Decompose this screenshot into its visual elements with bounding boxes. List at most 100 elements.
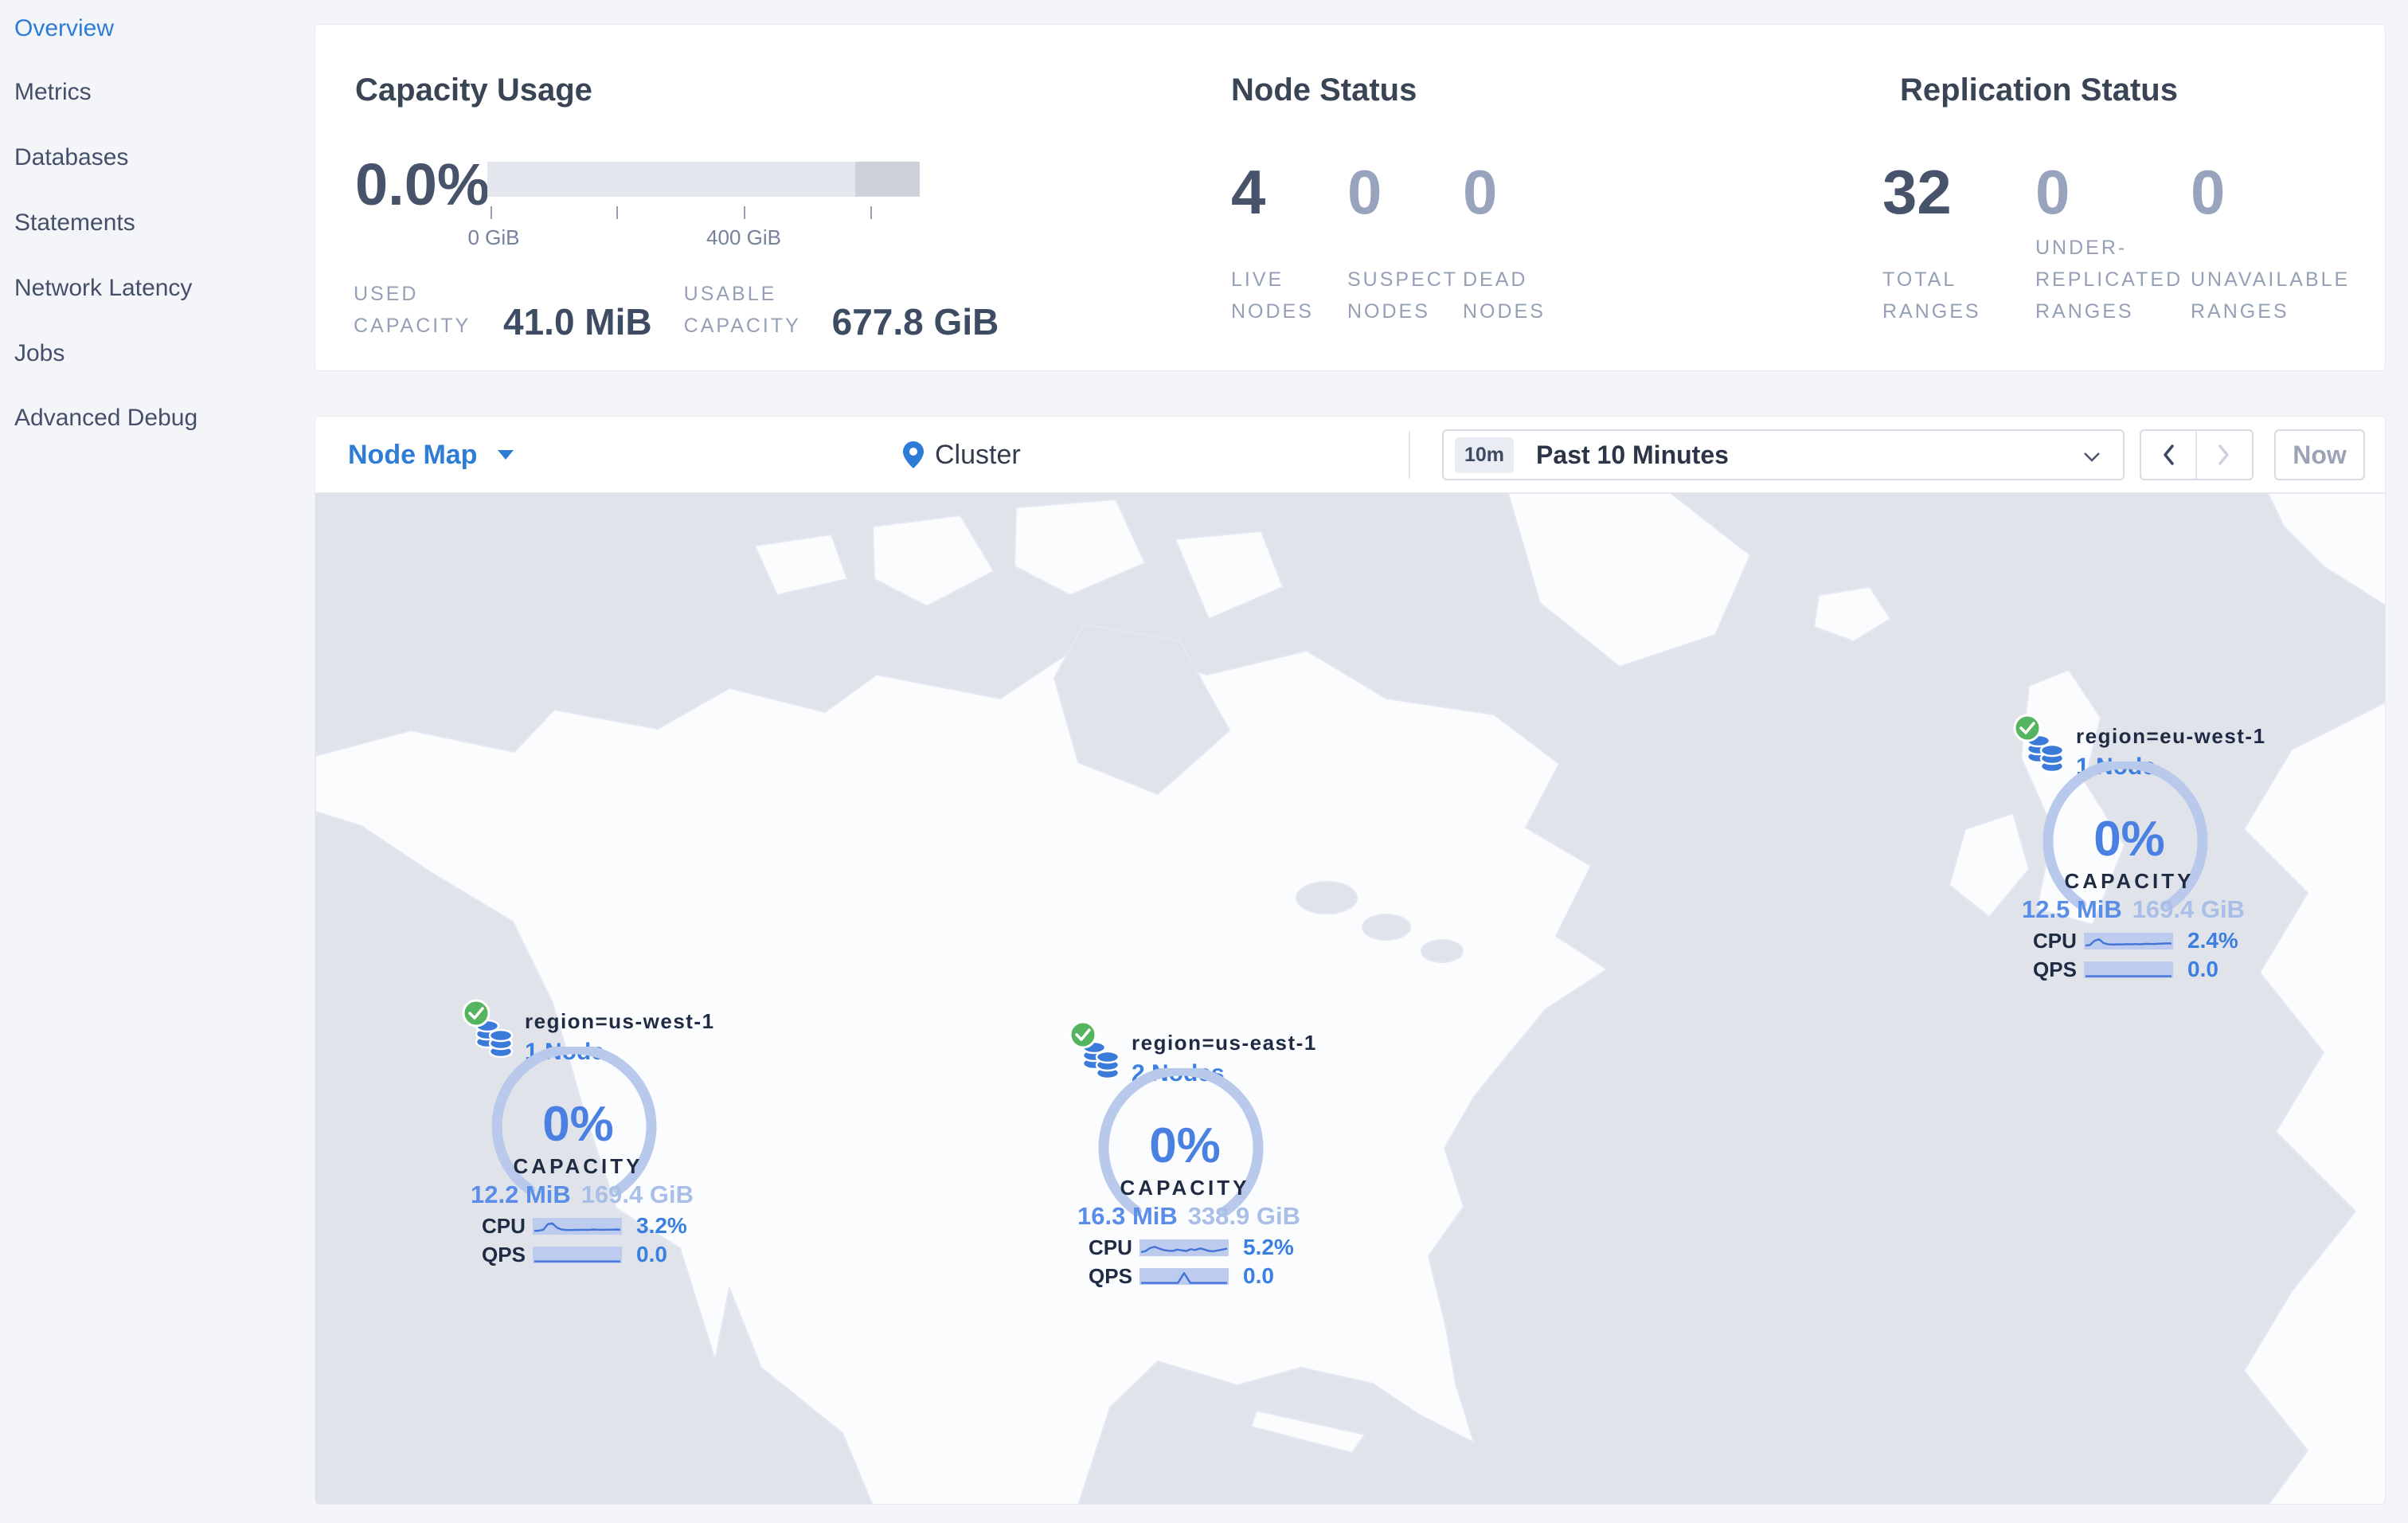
map-pin-icon [903,441,924,468]
chevron-down-icon [2084,452,2100,462]
gauge-percent: 0% [1149,1118,1221,1173]
usable-capacity-value: 677.8 GiB [831,301,999,343]
sidebar-nav: Overview Metrics Databases Statements Ne… [0,0,315,1523]
live-check-icon [1069,1020,1097,1049]
cpu-sparkline [533,1217,622,1235]
unavailable-ranges-label: UNAVAILABLE RANGES [2191,268,2351,323]
gauge-arc [491,1047,657,1206]
sidebar-item-network-latency[interactable]: Network Latency [14,275,193,301]
cpu-metric-row: CPU 2.4% [2014,928,2245,953]
qps-sparkline [1140,1267,1229,1285]
axis-tick-label: 0 GiB [467,225,520,249]
under-replicated-ranges-stat: 0 UNDER-REPLICATED RANGES [2035,157,2183,327]
capacity-bar-segment [855,162,920,197]
qps-value: 0.0 [636,1242,667,1267]
map-node-eu-west-1[interactable]: region=eu-west-1 1 Node 0% CAPACITY 12.5… [2013,714,2265,981]
time-range-label: Past 10 Minutes [1536,440,1729,469]
gauge-capacity-label: CAPACITY [513,1154,643,1178]
live-nodes-value: 4 [1231,157,1266,227]
under-replicated-ranges-value: 0 [2035,157,2070,227]
chevron-left-icon [2164,444,2174,465]
node-group-icon [2013,714,2065,775]
total-ranges-stat: 32 TOTAL RANGES [1882,159,2018,327]
dead-nodes-label: DEAD NODES [1463,268,1546,323]
view-mode-label: Node Map [348,439,478,470]
under-replicated-ranges-label: UNDER-REPLICATED RANGES [2035,237,2183,323]
qps-sparkline [533,1246,622,1263]
capacity-gauge: 0% CAPACITY 12.2 MiB 169.4 GiB [463,1047,694,1208]
node-group-icon [1069,1020,1120,1082]
suspect-nodes-label: SUSPECT NODES [1347,268,1458,323]
node-total-capacity: 169.4 GiB [580,1180,694,1208]
cpu-label: CPU [482,1213,526,1238]
now-button[interactable]: Now [2274,429,2365,480]
time-step-forward-button[interactable] [2197,431,2253,479]
cpu-value: 3.2% [636,1213,687,1238]
capacity-stats: USED CAPACITY 41.0 MiB USABLE CAPACITY 6… [354,278,999,343]
axis-tick [616,206,618,219]
toolbar-divider [1409,431,1410,479]
map-toolbar: Node Map Cluster 10m Past 10 Minutes [315,417,2385,493]
cpu-sparkline [2084,932,2173,949]
capacity-bar-chart: 0 GiB 400 GiB [467,162,920,257]
cpu-value: 5.2% [1243,1235,1294,1259]
time-step-back-button[interactable] [2141,431,2197,479]
view-mode-dropdown[interactable]: Node Map [348,417,514,493]
breadcrumb: Cluster [903,417,1021,493]
node-used-capacity: 16.3 MiB [1077,1202,1178,1230]
world-map [315,492,2385,1504]
unavailable-ranges-value: 0 [2191,157,2226,227]
node-used-capacity: 12.2 MiB [471,1180,571,1208]
usable-capacity-label: USABLE CAPACITY [683,283,801,337]
node-total-capacity: 338.9 GiB [1187,1202,1300,1230]
node-status-title: Node Status [1231,72,1417,108]
time-range-dropdown[interactable]: 10m Past 10 Minutes [1442,429,2125,480]
breadcrumb-cluster-label[interactable]: Cluster [935,439,1021,470]
cluster-summary-panel: Capacity Usage 0.0% 0 GiB 400 GiB USED C… [315,24,2386,371]
qps-value: 0.0 [1243,1263,1274,1288]
node-total-capacity: 169.4 GiB [2132,895,2245,923]
sidebar-item-advanced-debug[interactable]: Advanced Debug [14,405,198,431]
live-check-icon [462,999,491,1028]
qps-label: QPS [1089,1263,1132,1288]
qps-sparkline [2084,961,2173,978]
sidebar-item-jobs[interactable]: Jobs [14,340,65,366]
qps-metric-row: QPS 0.0 [463,1242,694,1267]
capacity-bar [487,162,920,197]
sidebar-item-databases[interactable]: Databases [14,144,129,170]
node-used-capacity: 12.5 MiB [2022,895,2122,923]
time-step-control [2140,429,2254,480]
node-region-label: region=us-west-1 [525,1009,715,1033]
total-ranges-value: 32 [1882,157,1952,227]
gauge-capacity-label: CAPACITY [2064,869,2195,893]
sidebar-item-overview[interactable]: Overview [14,15,115,41]
database-stack-icon [475,1019,514,1059]
chevron-right-icon [2218,444,2229,465]
map-node-us-west-1[interactable]: region=us-west-1 1 Node 0% CAPACITY 12.2… [462,999,713,1267]
gauge-arc [1098,1068,1264,1227]
map-node-us-east-1[interactable]: region=us-east-1 2 Nodes 0% CAPACITY 16.… [1069,1020,1315,1288]
sidebar-item-statements[interactable]: Statements [14,209,135,236]
cpu-label: CPU [2033,928,2077,953]
qps-value: 0.0 [2187,957,2218,981]
database-stack-icon [1082,1040,1120,1080]
dead-nodes-stat: 0 DEAD NODES [1463,159,1574,327]
cpu-metric-row: CPU 5.2% [1069,1235,1300,1259]
live-nodes-stat: 4 LIVE NODES [1231,159,1343,327]
capacity-gauge: 0% CAPACITY 16.3 MiB 338.9 GiB [1069,1068,1300,1230]
cpu-sparkline [1140,1239,1229,1256]
total-ranges-label: TOTAL RANGES [1882,268,1981,323]
axis-tick-label: 400 GiB [706,225,781,249]
chevron-down-icon [498,450,514,460]
capacity-percent: 0.0% [355,151,490,217]
gauge-percent: 0% [2093,812,2165,867]
node-region-label: region=eu-west-1 [2076,724,2266,748]
unavailable-ranges-stat: 0 UNAVAILABLE RANGES [2191,159,2350,327]
used-capacity-value: 41.0 MiB [503,301,652,343]
axis-tick [491,206,492,219]
time-range-badge: 10m [1455,437,1515,473]
cpu-metric-row: CPU 3.2% [463,1213,694,1238]
capacity-usage-title: Capacity Usage [355,72,592,108]
sidebar-item-metrics[interactable]: Metrics [14,79,92,105]
gauge-arc [2042,762,2208,921]
